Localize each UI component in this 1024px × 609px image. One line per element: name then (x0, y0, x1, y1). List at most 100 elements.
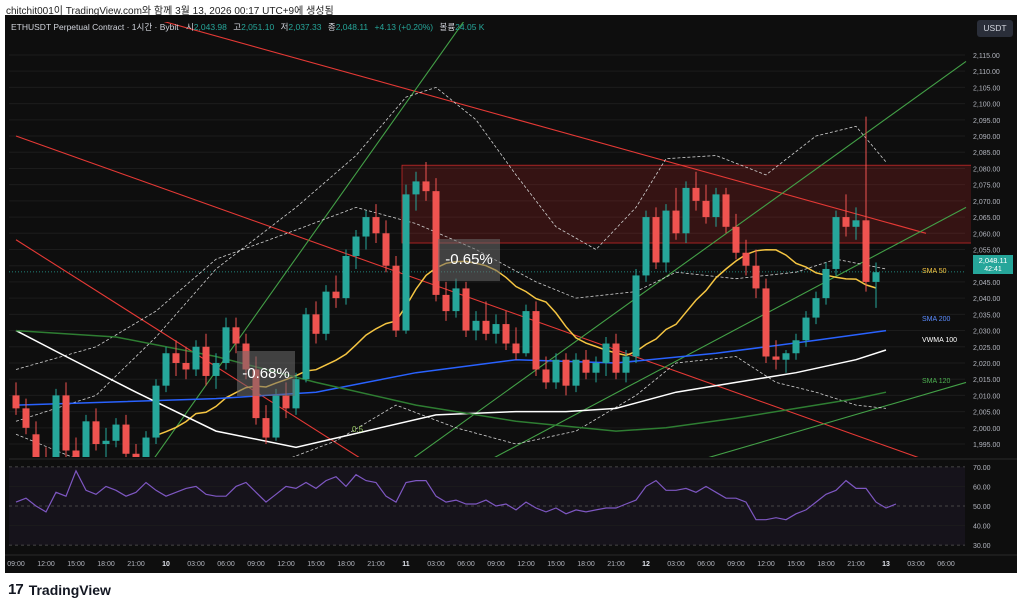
rsi-tick-label: 60.00 (973, 484, 991, 491)
candle-body (162, 353, 170, 386)
price-tick-label: 2,025.00 (973, 345, 1000, 352)
time-tick-label: 15:00 (787, 561, 805, 568)
candle-body (22, 408, 30, 428)
time-tick-label: 03:00 (667, 561, 685, 568)
candle-body (862, 220, 870, 282)
price-tick-label: 2,030.00 (973, 329, 1000, 336)
candle-body (462, 288, 470, 331)
time-tick-label: 12:00 (757, 561, 775, 568)
time-tick-label: 21:00 (367, 561, 385, 568)
trendline (15, 135, 919, 457)
candle-body (582, 359, 590, 373)
chart-background (5, 15, 1017, 573)
measure-box-left[interactable] (237, 351, 295, 396)
candle-body (142, 437, 150, 457)
candle-body (732, 226, 740, 253)
candle-body (492, 324, 500, 334)
rsi-line (15, 469, 897, 521)
candle-body (652, 217, 660, 263)
trendline (154, 22, 465, 457)
candle-body (852, 220, 860, 227)
candle-body (642, 217, 650, 276)
bollinger-band-line (15, 86, 887, 422)
price-tick-label: 2,000.00 (973, 426, 1000, 433)
time-tick-label: 21:00 (127, 561, 145, 568)
price-tick-label: 2,070.00 (973, 199, 1000, 206)
candle-body (722, 194, 730, 227)
price-tick-label: 2,110.00 (973, 69, 1000, 76)
time-tick-label: 10 (162, 561, 170, 568)
candle-body (382, 233, 390, 266)
trendline (494, 206, 967, 457)
candle-body (302, 314, 310, 380)
candle-body (762, 288, 770, 357)
candle-body (552, 359, 560, 383)
currency-badge[interactable] (977, 20, 1013, 37)
candle-body (352, 236, 360, 256)
candle-body (82, 421, 90, 457)
price-tick-label: 2,020.00 (973, 361, 1000, 368)
candle-body (832, 217, 840, 269)
sma200-label: SMA 200 (922, 316, 951, 323)
tradingview-logo[interactable]: 17 TradingView (8, 581, 111, 598)
share-caption: chitchit001이 TradingView.com와 함께 3월 13, … (6, 6, 334, 17)
sma50-label: SMA 50 (922, 268, 947, 275)
time-tick-label: 12:00 (517, 561, 535, 568)
candle-body (622, 356, 630, 373)
time-tick-label: 06:00 (937, 561, 955, 568)
price-tick-label: 2,095.00 (973, 118, 1000, 125)
candle-body (482, 320, 490, 334)
candle-body (12, 395, 20, 409)
time-tick-label: 06:00 (217, 561, 235, 568)
time-tick-label: 13 (882, 561, 890, 568)
tradingview-logo-text: TradingView (28, 581, 111, 598)
candle-body (522, 311, 530, 354)
candle-body (702, 200, 710, 218)
price-tick-label: 2,010.00 (973, 393, 1000, 400)
candle-body (872, 272, 880, 282)
price-tick-label: 2,090.00 (973, 134, 1000, 141)
last-price-value: 2,048.11 (979, 256, 1008, 265)
price-tick-label: 2,040.00 (973, 296, 1000, 303)
candle-body (782, 353, 790, 360)
tradingview-logo-icon: 17 (8, 581, 24, 598)
candle-body (132, 453, 140, 457)
price-tick-label: 2,065.00 (973, 215, 1000, 222)
candle-body (52, 395, 60, 457)
rsi-tick-label: 30.00 (973, 543, 991, 550)
candle-body (92, 421, 100, 445)
symbol-title: ETHUSDT Perpetual Contract · 1시간 · Bybit (11, 22, 179, 32)
rsi-tick-label: 70.00 (973, 465, 991, 472)
candle-body (542, 369, 550, 383)
price-tick-label: 2,045.00 (973, 280, 1000, 287)
time-tick-label: 11 (402, 561, 410, 568)
chart-frame[interactable]: -0.65% -0.68% 0.5 ETHUSDT Perpetual Cont… (5, 15, 1017, 573)
candle-body (432, 191, 440, 295)
measure-label-left: -0.68% (242, 365, 290, 382)
time-tick-label: 15:00 (547, 561, 565, 568)
candle-body (212, 362, 220, 376)
candle-body (262, 418, 270, 438)
price-tick-label: 2,080.00 (973, 166, 1000, 173)
candle-body (202, 346, 210, 376)
rsi-band-fill (9, 466, 965, 546)
candlestick-chart[interactable]: -0.65% -0.68% 0.5 ETHUSDT Perpetual Cont… (5, 15, 1017, 573)
candle-body (742, 252, 750, 266)
candle-body (682, 187, 690, 234)
last-price-tag (973, 255, 1013, 274)
candle-body (532, 311, 540, 370)
rsi-tick-label: 40.00 (973, 524, 991, 531)
candle-body (592, 362, 600, 373)
time-tick-label: 12:00 (37, 561, 55, 568)
vwma100-label: VWMA 100 (922, 337, 957, 344)
fib-level-label: 0.5 (352, 425, 364, 434)
measure-box-top[interactable] (438, 239, 500, 281)
time-tick-label: 15:00 (67, 561, 85, 568)
candle-body (152, 385, 160, 438)
candle-body (282, 395, 290, 409)
time-tick-label: 03:00 (427, 561, 445, 568)
price-tick-label: 2,035.00 (973, 312, 1000, 319)
trendline (708, 381, 967, 457)
candle-body (332, 291, 340, 299)
time-tick-label: 09:00 (247, 561, 265, 568)
